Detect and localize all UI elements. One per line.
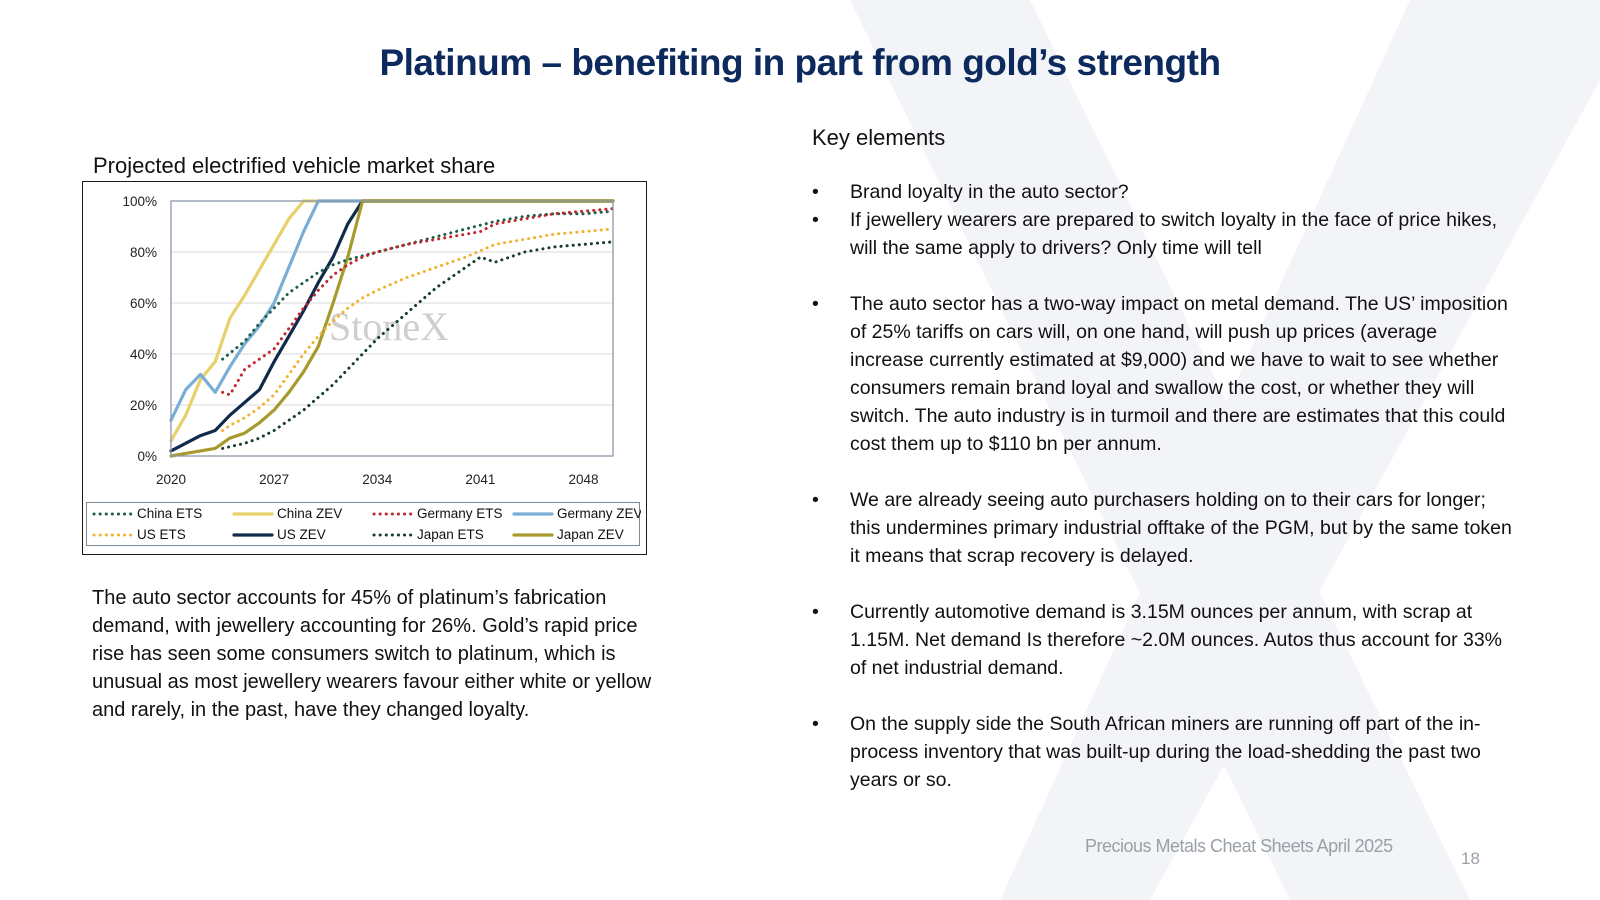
legend-swatch [512, 532, 554, 537]
legend-label: US ETS [137, 527, 186, 542]
chart-legend: China ETS China ZEV Germany ETS Germany ZEV… [86, 502, 641, 546]
plot-area-border [170, 200, 614, 457]
series-line-germany-zev [169, 199, 615, 422]
legend-item-china-zev: China ZEV [227, 503, 367, 524]
legend-label: Germany ETS [417, 506, 503, 521]
line-chart: 0%20%40%60%80%100% 2020 2027 2034 2041 2048 … [122, 194, 615, 487]
bullet-text: If jewellery wearers are prepared to swi… [850, 209, 1498, 259]
x-tick-label: 2041 [465, 472, 495, 487]
legend-swatch [232, 532, 274, 537]
key-elements-heading: Key elements [812, 125, 946, 150]
bullet-marker: • [812, 601, 819, 623]
legend-swatch [232, 511, 274, 516]
bullet-text: Currently automotive demand is 3.15M oun… [850, 601, 1503, 679]
bullet-item: • Currently automotive demand is 3.15M ou… [812, 598, 1512, 682]
x-tick-label: 2048 [569, 472, 599, 487]
series-line-germany-ets [221, 207, 615, 397]
left-body-text: The auto sector accounts for 45% of plat… [92, 587, 652, 721]
bullet-marker: • [812, 293, 819, 315]
plot-border [170, 200, 614, 457]
bullet-item: • If jewellery wearers are prepared to sw… [812, 206, 1512, 262]
series-layer [169, 199, 615, 458]
chart-title: Projected electrified vehicle market sha… [93, 153, 496, 178]
y-tick-label: 100% [122, 194, 157, 209]
bullet-marker: • [812, 181, 819, 203]
series-line-japan-ets [221, 240, 615, 450]
x-tick-label: 2027 [259, 472, 289, 487]
bullet-item: • We are already seeing auto purchasers h… [812, 486, 1512, 570]
y-tick-label: 40% [130, 347, 157, 362]
legend-item-germany-zev: Germany ZEV [507, 503, 641, 524]
x-axis-tick-labels: 2020 2027 2034 2041 2048 [156, 472, 599, 487]
legend-swatch [372, 533, 414, 536]
series-line-china-zev [169, 199, 615, 443]
legend-item-us-zev: US ZEV [227, 524, 367, 545]
y-tick-label: 60% [130, 296, 157, 311]
bullet-text: Brand loyalty in the auto sector? [850, 181, 1129, 203]
legend-label: Japan ZEV [557, 527, 624, 542]
bullet-text: We are already seeing auto purchasers ho… [850, 489, 1512, 567]
legend-swatch [372, 512, 414, 515]
page-number: 18 [1461, 849, 1480, 868]
x-tick-label: 2034 [362, 472, 393, 487]
key-elements-list: • Brand loyalty in the auto sector? • If j… [812, 178, 1512, 794]
legend-swatch [92, 533, 134, 536]
bullet-item: • Brand loyalty in the auto sector? [812, 178, 1512, 206]
legend-label: Japan ETS [417, 527, 484, 542]
legend-label: Germany ZEV [557, 506, 641, 521]
bullet-marker: • [812, 489, 819, 511]
legend-swatch [92, 512, 134, 515]
y-tick-label: 0% [137, 449, 157, 464]
series-line-us-zev [169, 199, 615, 453]
legend-item-us-ets: US ETS [87, 524, 227, 545]
x-tick-label: 2020 [156, 472, 186, 487]
chart-frame: 0% 20% 40% 60% 80% 100% 2020 2027 2034 2041 2048 … [82, 181, 647, 555]
legend-item-japan-ets: Japan ETS [367, 524, 507, 545]
footer-text: Precious Metals Cheat Sheets April 2025 [1085, 836, 1393, 856]
legend-swatch [512, 511, 554, 516]
bullet-item: • The auto sector has a two-way impact on… [812, 290, 1512, 458]
bullet-text: The auto sector has a two-way impact on … [850, 293, 1508, 455]
y-tick-label: 20% [130, 398, 157, 413]
legend-label: US ZEV [277, 527, 326, 542]
bullet-item: • On the supply side the South African mi… [812, 710, 1512, 794]
stonex-watermark: StoneX [329, 304, 449, 349]
legend-item-china-ets: China ETS [87, 503, 227, 524]
legend-item-germany-ets: Germany ETS [367, 503, 507, 524]
bullet-marker: • [812, 713, 819, 735]
bullet-marker: • [812, 209, 819, 231]
slide-title: Platinum – benefiting in part from gold’… [379, 42, 1221, 83]
legend-label: China ZEV [277, 506, 343, 521]
series-line-japan-zev [169, 199, 615, 458]
legend-label: China ETS [137, 506, 203, 521]
y-axis-tick-labels: 0% 20% 40% 60% 80% 100% [122, 194, 157, 464]
series-line-china-ets [221, 209, 615, 361]
bullet-text: On the supply side the South African min… [850, 713, 1481, 791]
y-tick-label: 80% [130, 245, 157, 260]
legend-item-japan-zev: Japan ZEV [507, 524, 641, 545]
